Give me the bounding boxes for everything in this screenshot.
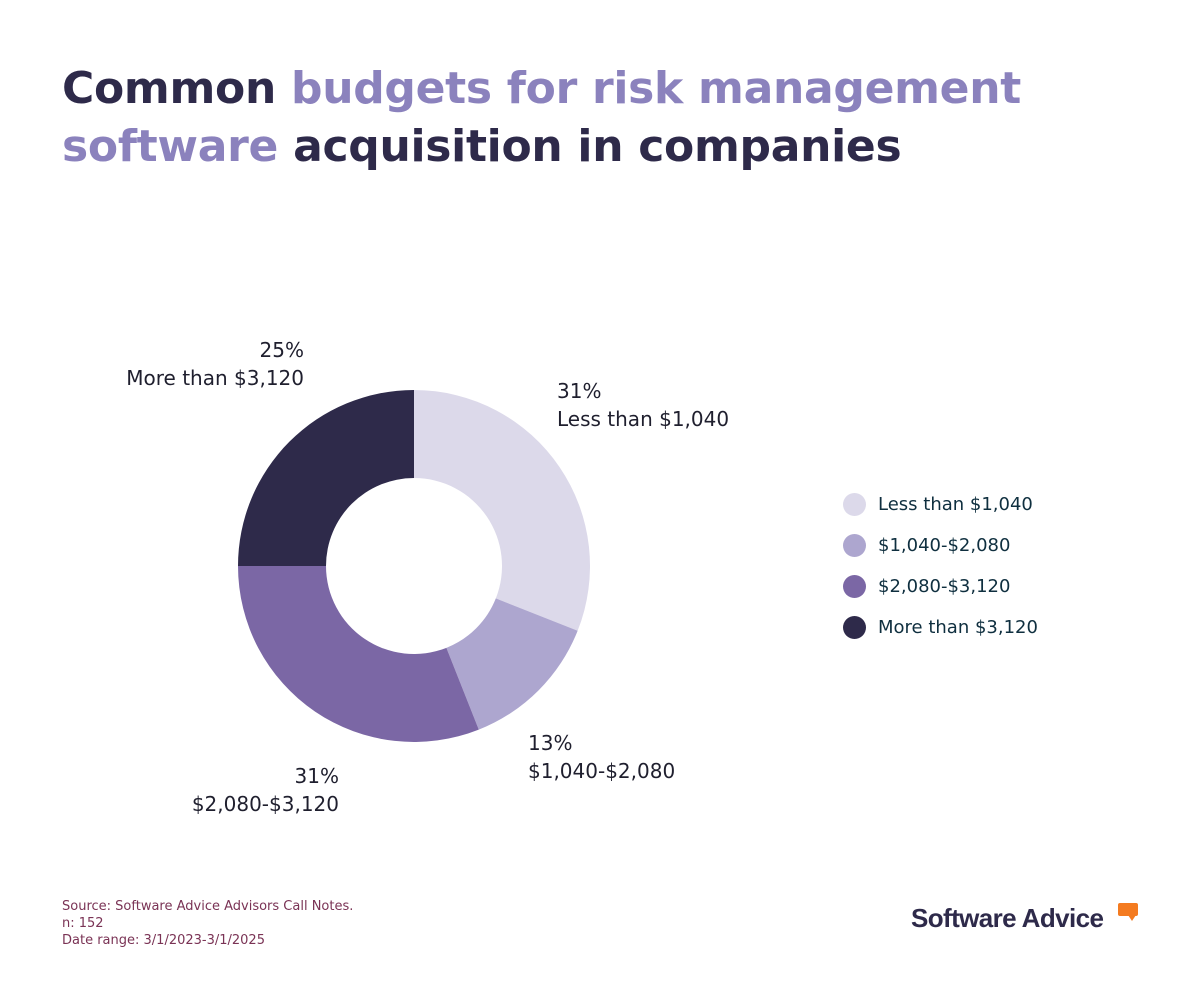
legend: Less than $1,040 $1,040-$2,080 $2,080-$3,1… [843,484,1038,648]
donut-slices [238,390,590,742]
slice-category-label-4: More than $3,120 [126,366,304,390]
legend-item-2: $1,040-$2,080 [843,525,1038,566]
legend-swatch-2 [843,534,866,557]
slice-percent-label-1: 31% [557,379,601,403]
slice-category-label-1: Less than $1,040 [557,407,729,431]
logo-text: Software Advice [911,903,1104,933]
footnote: Source: Software Advice Advisors Call No… [62,898,353,949]
title-part-1: Common [62,63,291,114]
speech-bubble-icon [1118,903,1138,916]
source-note: Source: Software Advice Advisors Call No… [62,899,354,914]
legend-label-2: $1,040-$2,080 [878,535,1011,556]
legend-label-4: More than $3,120 [878,617,1038,638]
donut-slice-2 [446,598,578,730]
legend-swatch-3 [843,575,866,598]
speech-bubble-tail [1128,915,1136,921]
chart-title: Common budgets for risk management softw… [62,60,1062,176]
legend-label-3: $2,080-$3,120 [878,576,1011,597]
slice-labels: 31% Less than $1,040 13% $1,040-$2,080 31% $2… [126,338,729,816]
slice-category-label-2: $1,040-$2,080 [528,759,675,783]
legend-item-4: More than $3,120 [843,607,1038,648]
legend-item-3: $2,080-$3,120 [843,566,1038,607]
title-part-3: acquisition in companies [278,121,902,172]
legend-item-1: Less than $1,040 [843,484,1038,525]
slice-category-label-3: $2,080-$3,120 [192,792,339,816]
legend-label-1: Less than $1,040 [878,494,1033,515]
donut-slice-1 [414,390,590,631]
date-range: Date range: 3/1/2023-3/1/2025 [62,933,265,948]
slice-percent-label-3: 31% [295,764,339,788]
donut-slice-4 [238,390,414,566]
title-part-2: budgets for risk management software [62,63,1021,172]
slice-percent-label-2: 13% [528,731,572,755]
software-advice-logo: Software Advice [911,900,1138,940]
legend-swatch-4 [843,616,866,639]
legend-swatch-1 [843,493,866,516]
sample-size: n: 152 [62,916,104,931]
donut-slice-3 [238,566,479,742]
slice-percent-label-4: 25% [260,338,304,362]
